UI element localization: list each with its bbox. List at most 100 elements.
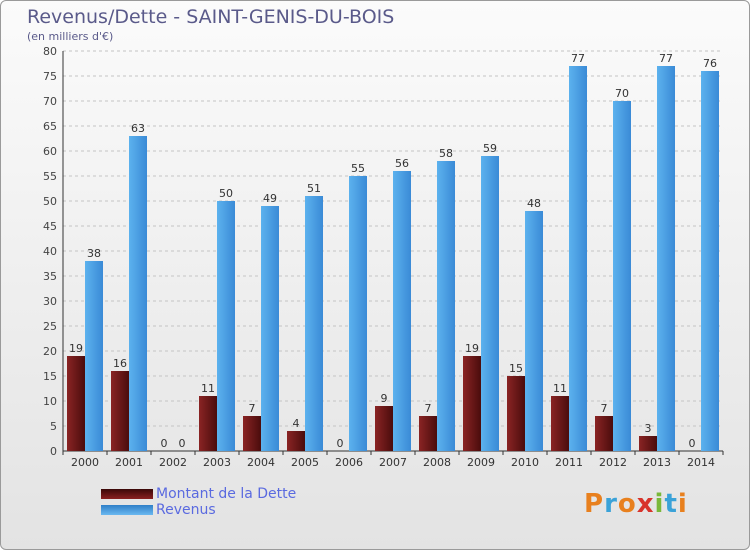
- bar-debt: [243, 416, 261, 451]
- data-label-revenue: 70: [615, 87, 629, 100]
- x-tick-label: 2006: [335, 456, 363, 469]
- data-label-revenue: 77: [571, 52, 585, 65]
- bar-debt: [463, 356, 481, 451]
- logo-letter: r: [604, 489, 618, 519]
- legend-swatch-debt: [101, 489, 153, 499]
- y-tick-label: 30: [43, 295, 57, 308]
- data-label-revenue: 0: [179, 437, 186, 450]
- bar-revenue: [261, 206, 279, 451]
- data-label-debt: 15: [509, 362, 523, 375]
- bar-revenue: [349, 176, 367, 451]
- data-label-debt: 0: [689, 437, 696, 450]
- x-tick-label: 2003: [203, 456, 231, 469]
- bar-revenue: [393, 171, 411, 451]
- logo-letter: t: [664, 489, 678, 519]
- x-tick-label: 2010: [511, 456, 539, 469]
- data-label-debt: 7: [425, 402, 432, 415]
- bar-revenue: [437, 161, 455, 451]
- bar-revenue: [481, 156, 499, 451]
- bar-debt: [551, 396, 569, 451]
- x-tick-label: 2004: [247, 456, 275, 469]
- bar-debt: [419, 416, 437, 451]
- y-tick-label: 5: [50, 420, 57, 433]
- data-label-debt: 19: [465, 342, 479, 355]
- y-tick-label: 55: [43, 170, 57, 183]
- data-label-revenue: 55: [351, 162, 365, 175]
- logo-letter: o: [617, 489, 637, 519]
- y-tick-label: 10: [43, 395, 57, 408]
- data-label-debt: 11: [553, 382, 567, 395]
- legend-swatch-revenue: [101, 505, 153, 515]
- data-label-revenue: 48: [527, 197, 541, 210]
- y-tick-label: 15: [43, 370, 57, 383]
- bar-revenue: [525, 211, 543, 451]
- bar-debt: [67, 356, 85, 451]
- data-label-debt: 0: [161, 437, 168, 450]
- bar-debt: [595, 416, 613, 451]
- data-label-revenue: 77: [659, 52, 673, 65]
- bar-revenue: [305, 196, 323, 451]
- bar-revenue: [129, 136, 147, 451]
- x-tick-label: 2000: [71, 456, 99, 469]
- bar-revenue: [701, 71, 719, 451]
- y-tick-label: 80: [43, 45, 57, 58]
- data-label-revenue: 38: [87, 247, 101, 260]
- bar-debt: [287, 431, 305, 451]
- data-label-debt: 7: [249, 402, 256, 415]
- y-tick-label: 0: [50, 445, 57, 458]
- data-label-debt: 7: [601, 402, 608, 415]
- data-label-debt: 19: [69, 342, 83, 355]
- chart-subtitle: (en milliers d'€): [27, 30, 114, 43]
- x-tick-label: 2013: [643, 456, 671, 469]
- data-label-revenue: 76: [703, 57, 717, 70]
- data-label-debt: 3: [645, 422, 652, 435]
- logo-letter: x: [636, 489, 655, 519]
- y-tick-label: 25: [43, 320, 57, 333]
- bar-revenue: [657, 66, 675, 451]
- legend-label-revenue: Revenus: [156, 502, 216, 518]
- proxiti-logo: Proxiti: [584, 489, 688, 519]
- y-tick-label: 20: [43, 345, 57, 358]
- y-tick-label: 35: [43, 270, 57, 283]
- bar-debt: [111, 371, 129, 451]
- chart-title: Revenus/Dette - SAINT-GENIS-DU-BOIS: [27, 6, 395, 28]
- y-tick-label: 45: [43, 220, 57, 233]
- data-label-debt: 11: [201, 382, 215, 395]
- y-tick-label: 60: [43, 145, 57, 158]
- logo-letter: i: [677, 489, 688, 519]
- bar-revenue: [613, 101, 631, 451]
- data-label-revenue: 51: [307, 182, 321, 195]
- bar-revenue: [569, 66, 587, 451]
- data-label-revenue: 49: [263, 192, 277, 205]
- y-tick-label: 70: [43, 95, 57, 108]
- data-label-debt: 4: [293, 417, 300, 430]
- logo-letter: i: [654, 489, 665, 519]
- y-tick-label: 50: [43, 195, 57, 208]
- bar-revenue: [85, 261, 103, 451]
- bar-debt: [375, 406, 393, 451]
- x-tick-label: 2005: [291, 456, 319, 469]
- x-tick-label: 2011: [555, 456, 583, 469]
- bar-revenue: [217, 201, 235, 451]
- bar-debt: [507, 376, 525, 451]
- y-tick-label: 65: [43, 120, 57, 133]
- data-label-revenue: 63: [131, 122, 145, 135]
- data-label-debt: 9: [381, 392, 388, 405]
- y-tick-label: 75: [43, 70, 57, 83]
- data-label-revenue: 58: [439, 147, 453, 160]
- y-tick-label: 40: [43, 245, 57, 258]
- data-label-debt: 0: [337, 437, 344, 450]
- x-tick-label: 2001: [115, 456, 143, 469]
- legend-label-debt: Montant de la Dette: [156, 486, 297, 502]
- logo-letter: P: [584, 489, 605, 519]
- x-tick-label: 2014: [687, 456, 715, 469]
- data-label-revenue: 56: [395, 157, 409, 170]
- data-label-debt: 16: [113, 357, 127, 370]
- x-tick-label: 2008: [423, 456, 451, 469]
- x-tick-label: 2007: [379, 456, 407, 469]
- bar-debt: [199, 396, 217, 451]
- data-label-revenue: 59: [483, 142, 497, 155]
- x-tick-label: 2009: [467, 456, 495, 469]
